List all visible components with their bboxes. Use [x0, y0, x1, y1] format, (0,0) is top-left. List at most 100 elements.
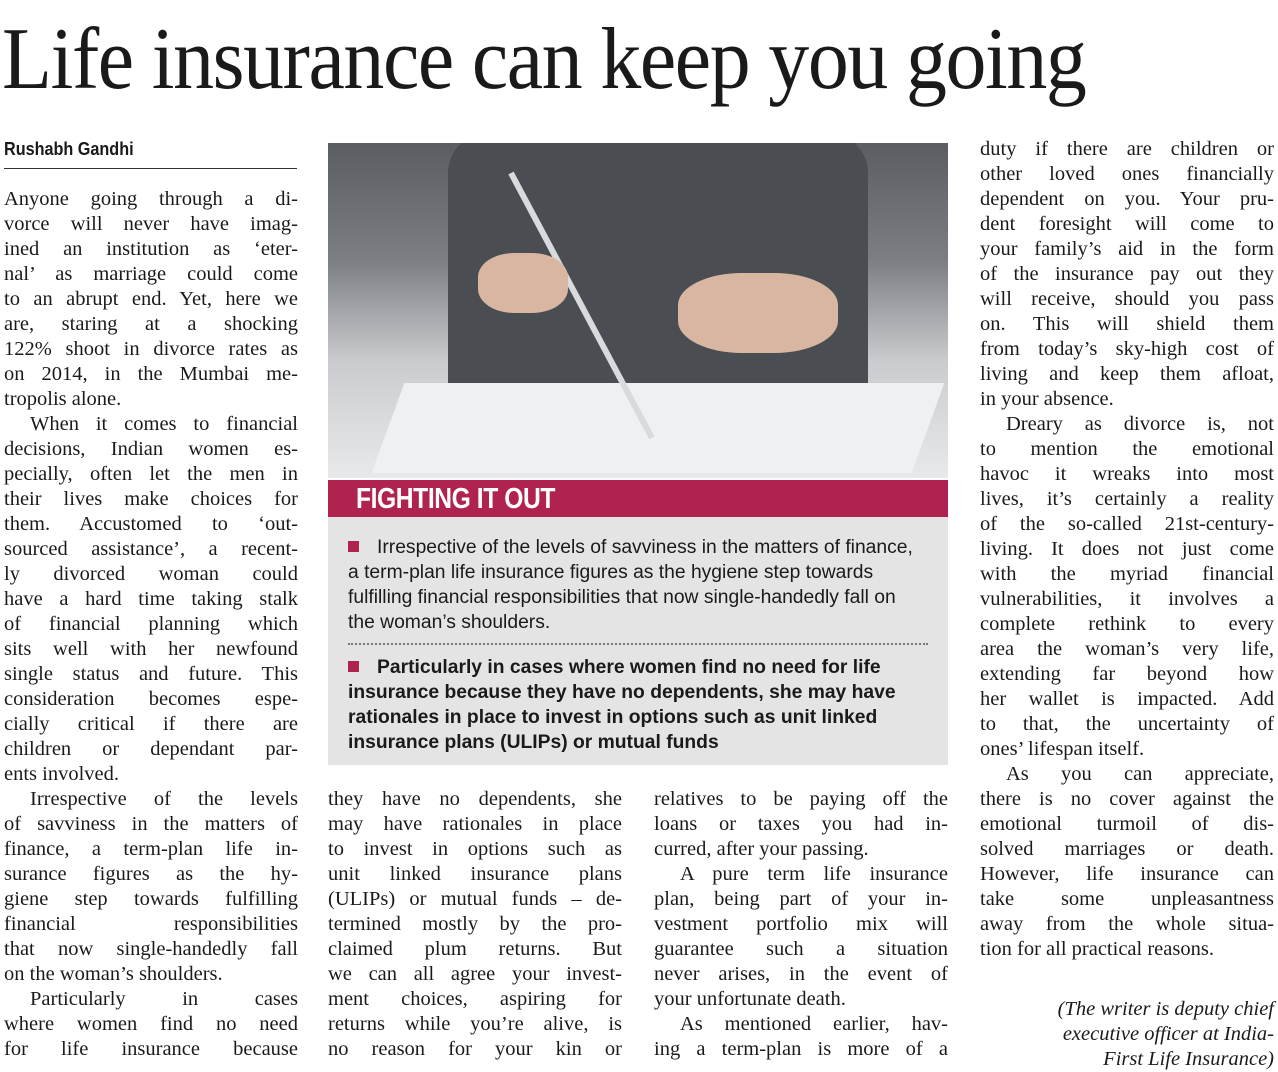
- article-text-line: have a hard time taking stalk: [4, 588, 298, 610]
- article-text-line: will receive, should you pass: [980, 288, 1274, 310]
- article-column-3: relatives to be paying off the loans or t…: [654, 787, 948, 1062]
- article-text-line: to mention the emotional: [980, 438, 1274, 460]
- article-text-line: Irrespective of the levels: [30, 788, 298, 810]
- article-text-line: As you can appreciate,: [1006, 763, 1274, 785]
- author-note-line: executive officer at India-: [1062, 1023, 1274, 1045]
- author-note-line: First Life Insurance): [1103, 1048, 1274, 1070]
- article-column-4: duty if there are children or other loved…: [980, 137, 1274, 1072]
- article-text-line: returns while you’re alive, is: [328, 1013, 622, 1035]
- photo-hand-right: [678, 273, 838, 353]
- article-photo: [328, 143, 948, 478]
- article-text-line: dependent on you. Your pru-: [980, 188, 1274, 210]
- article-text-line: that now single-handedly fall: [4, 938, 298, 960]
- article-text-line: ly divorced woman could: [4, 563, 298, 585]
- article-text-line: Dreary as divorce is, not: [1006, 413, 1274, 435]
- article-text-line: nal’ as marriage could come: [4, 263, 298, 285]
- article-text-line: them. Accustomed to ‘out-: [4, 513, 298, 535]
- box-title: FIGHTING IT OUT: [328, 480, 948, 517]
- photo-paper: [371, 383, 945, 473]
- article-text-line: (ULIPs) or mutual funds – de-: [328, 888, 622, 910]
- article-text-line: giene step towards fulfilling: [4, 888, 298, 910]
- article-text-line: guarantee such a situation: [654, 938, 948, 960]
- article-text-line: ents involved.: [4, 763, 120, 785]
- article-text-line: we can all agree your invest-: [328, 963, 622, 985]
- article-text-line: decisions, Indian women es-: [4, 438, 298, 460]
- article-text-line: other loved ones financially: [980, 163, 1274, 185]
- article-text-line: When it comes to financial: [30, 413, 298, 435]
- article-text-line: of savviness in the matters of: [4, 813, 298, 835]
- article-text-line: havoc it wreaks into most: [980, 463, 1274, 485]
- article-text-line: plan, being part of your in-: [654, 888, 948, 910]
- article-text-line: children or dependant par-: [4, 738, 298, 760]
- dotted-divider: [348, 643, 928, 645]
- article-text-line: dent foresight will come to: [980, 213, 1274, 235]
- article-text-line: unit linked insurance plans: [328, 863, 622, 885]
- article-text-line: on 2014, in the Mumbai me-: [4, 363, 298, 385]
- article-text-line: relatives to be paying off the: [654, 788, 948, 810]
- square-bullet-icon: [348, 661, 359, 672]
- article-text-line: with the myriad financial: [980, 563, 1274, 585]
- article-text-line: However, life insurance can: [980, 863, 1274, 885]
- headline: Life insurance can keep you going: [2, 11, 1087, 108]
- article-text-line: consideration becomes espe-: [4, 688, 298, 710]
- sidebar-box: FIGHTING IT OUT Irrespective of the leve…: [328, 480, 948, 765]
- article-text-line: ment choices, aspiring for: [328, 988, 622, 1010]
- article-text-line: are, staring at a shocking: [4, 313, 298, 335]
- box-bullet: Particularly in cases where women find n…: [348, 657, 896, 753]
- article-text-line: sourced assistance’, a recent-: [4, 538, 298, 560]
- article-text-line: A pure term life insurance: [680, 863, 948, 885]
- spacer: [980, 962, 1274, 997]
- article-text-line: her wallet is impacted. Add: [980, 688, 1274, 710]
- article-text-line: where women find no need: [4, 1013, 298, 1035]
- article-text-line: to that, the uncertainty of: [980, 713, 1274, 735]
- article-text-line: on the woman’s shoulders.: [4, 963, 223, 985]
- article-column-2: they have no dependents, she may have rat…: [328, 787, 622, 1062]
- article-text-line: on. This will shield them: [980, 313, 1274, 335]
- article-text-line: of the so-called 21st-century-: [980, 513, 1274, 535]
- article-text-line: from today’s sky-high cost of: [980, 338, 1274, 360]
- article-text-line: finance, a term-plan life in-: [4, 838, 298, 860]
- author-note-line: (The writer is deputy chief: [1057, 998, 1274, 1020]
- article-text-line: claimed plum returns. But: [328, 938, 622, 960]
- article-text-line: their lives make choices for: [4, 488, 298, 510]
- box-bullet: Irrespective of the levels of savviness …: [348, 537, 913, 633]
- article-text-line: ined an institution as ‘eter-: [4, 238, 298, 260]
- article-text-line: in your absence.: [980, 388, 1114, 410]
- article-text-line: never arises, in the event of: [654, 963, 948, 985]
- article-text-line: living and keep them afloat,: [980, 363, 1274, 385]
- article-text-line: take some unpleasantness: [980, 888, 1274, 910]
- article-text-line: of the insurance pay out they: [980, 263, 1274, 285]
- article-text-line: your unfortunate death.: [654, 988, 846, 1010]
- article-text-line: loans or taxes you had in-: [654, 813, 948, 835]
- square-bullet-icon: [348, 541, 359, 552]
- article-text-line: they have no dependents, she: [328, 788, 622, 810]
- article-text-line: emotional turmoil of dis-: [980, 813, 1274, 835]
- article-text-line: may have rationales in place: [328, 813, 622, 835]
- article-text-line: termined mostly by the pro-: [328, 913, 622, 935]
- article-text-line: area the woman’s very life,: [980, 638, 1274, 660]
- article-text-line: single status and future. This: [4, 663, 298, 685]
- photo-hand-left: [478, 253, 568, 313]
- article-text-line: lives, it’s certainly a reality: [980, 488, 1274, 510]
- article-text-line: pecially, often let the men in: [4, 463, 298, 485]
- article-text-line: no reason for your kin or: [328, 1038, 622, 1060]
- article-text-line: duty if there are children or: [980, 138, 1274, 160]
- article-text-line: your family’s aid in the form: [980, 238, 1274, 260]
- article-text-line: to an abrupt end. Yet, here we: [4, 288, 298, 310]
- article-text-line: extending far beyond how: [980, 663, 1274, 685]
- article-text-line: there is no cover against the: [980, 788, 1274, 810]
- article-text-line: financial responsibilities: [4, 913, 298, 935]
- article-text-line: curred, after your passing.: [654, 838, 869, 860]
- article-text-line: cially critical if there are: [4, 713, 298, 735]
- article-text-line: vestment portfolio mix will: [654, 913, 948, 935]
- article-text-line: Particularly in cases: [30, 988, 298, 1010]
- article-text-line: for life insurance because: [4, 1038, 298, 1060]
- article-text-line: away from the whole situa-: [980, 913, 1274, 935]
- article-text-line: surance figures as the hy-: [4, 863, 298, 885]
- article-text-line: complete rethink to every: [980, 613, 1274, 635]
- article-text-line: sits well with her newfound: [4, 638, 298, 660]
- article-text-line: tion for all practical reasons.: [980, 938, 1214, 960]
- article-text-line: living. It does not just come: [980, 538, 1274, 560]
- byline-rule: [4, 168, 297, 169]
- article-text-line: tropolis alone.: [4, 388, 122, 410]
